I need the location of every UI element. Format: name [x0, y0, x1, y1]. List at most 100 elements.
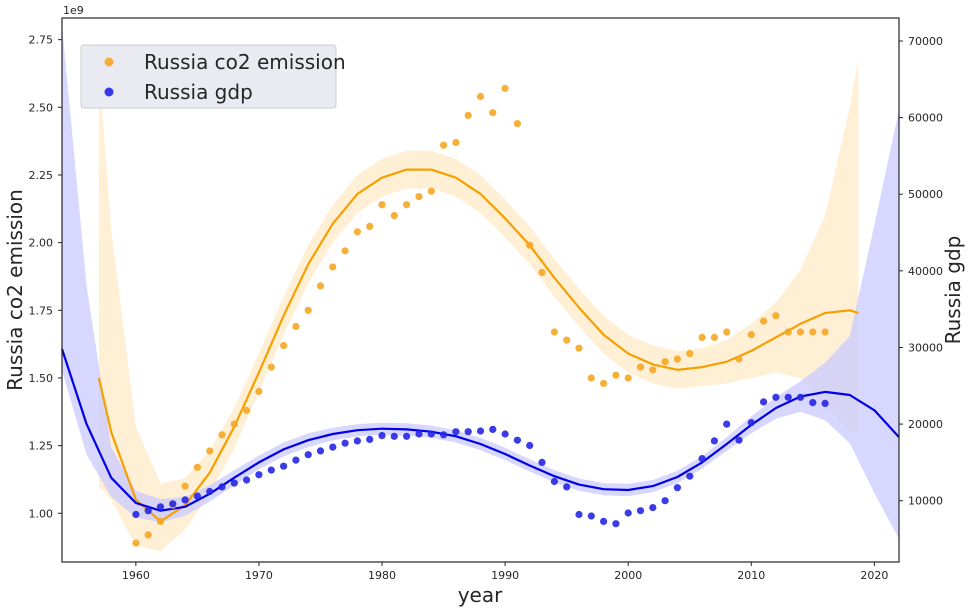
point-co2-1975 [316, 282, 325, 290]
point-co2-1995 [563, 336, 571, 344]
y-left-tick-label-1.50: 1.50 [29, 372, 54, 385]
x-tick-label-1980: 1980 [368, 569, 396, 582]
point-gdp-1995 [563, 483, 571, 491]
point-co2-1964 [181, 482, 189, 490]
y-right-tick-label-30000: 30000 [908, 341, 943, 354]
y-right-tick-label-40000: 40000 [908, 265, 943, 278]
point-co2-2003 [661, 358, 669, 366]
point-co2-1986 [452, 138, 460, 147]
point-gdp-1985 [440, 431, 448, 439]
point-gdp-1967 [218, 483, 226, 491]
point-gdp-1996 [575, 510, 583, 519]
point-gdp-2004 [673, 484, 682, 492]
y-left-tick-label-2.50: 2.50 [29, 101, 54, 114]
legend: Russia co2 emission Russia gdp [80, 44, 346, 109]
point-gdp-1988 [476, 427, 485, 435]
point-co2-2014 [796, 328, 805, 336]
legend-label-gdp: Russia gdp [144, 80, 253, 104]
point-gdp-1978 [353, 437, 361, 445]
point-gdp-1991 [513, 436, 522, 444]
point-co2-1993 [538, 268, 546, 276]
point-co2-2008 [723, 328, 731, 336]
point-gdp-2016 [821, 399, 829, 407]
point-gdp-1993 [538, 458, 546, 466]
point-co2-2004 [673, 355, 682, 363]
point-co2-2012 [772, 312, 780, 320]
point-co2-2009 [735, 355, 743, 363]
point-gdp-2010 [747, 419, 755, 427]
point-gdp-1981 [390, 432, 398, 440]
point-co2-1971 [267, 363, 275, 371]
y-right-axis-title: Russia gdp [941, 236, 965, 345]
point-co2-2013 [784, 328, 792, 336]
point-co2-1983 [415, 193, 423, 201]
point-gdp-2007 [710, 437, 719, 445]
point-gdp-1968 [230, 479, 238, 487]
y-left-tick-label-1.25: 1.25 [29, 440, 54, 453]
point-co2-1972 [280, 341, 288, 350]
point-co2-1973 [292, 322, 300, 331]
point-co2-1989 [489, 109, 497, 117]
x-tick-label-1960: 1960 [122, 569, 150, 582]
point-gdp-1960 [132, 510, 140, 519]
point-co2-2015 [809, 328, 817, 336]
y-right-tick-label-50000: 50000 [908, 188, 943, 201]
point-gdp-1962 [156, 503, 165, 511]
scatter-points [132, 84, 829, 547]
point-gdp-1975 [316, 447, 325, 455]
point-co2-1967 [218, 431, 226, 439]
point-gdp-1963 [169, 500, 177, 508]
point-gdp-1976 [329, 443, 337, 451]
point-gdp-1965 [193, 492, 201, 500]
y-left-tick-label-1.00: 1.00 [29, 507, 54, 520]
point-co2-1984 [427, 187, 435, 195]
point-co2-1965 [193, 463, 201, 471]
point-gdp-1971 [267, 466, 275, 474]
point-gdp-2003 [661, 497, 669, 505]
point-gdp-1977 [341, 439, 349, 447]
legend-box [80, 44, 337, 109]
point-gdp-1974 [304, 451, 312, 459]
point-co2-1974 [304, 306, 312, 314]
point-co2-2002 [649, 366, 657, 374]
fit-line-co2 [97, 168, 859, 523]
point-co2-2011 [760, 317, 768, 325]
point-co2-1981 [390, 212, 398, 220]
point-gdp-2009 [735, 436, 743, 444]
point-co2-1961 [144, 531, 152, 539]
point-co2-2007 [710, 333, 719, 341]
point-gdp-2015 [809, 399, 817, 407]
point-co2-1977 [341, 247, 349, 255]
legend-marker-co2 [104, 57, 114, 67]
point-gdp-1969 [243, 476, 251, 484]
point-gdp-1984 [427, 430, 435, 438]
point-co2-1994 [550, 328, 559, 336]
point-co2-1988 [476, 92, 485, 101]
y-right-tick-label-20000: 20000 [908, 418, 943, 431]
point-co2-1960 [132, 539, 140, 547]
point-co2-2006 [698, 333, 706, 341]
point-co2-2010 [747, 331, 755, 339]
x-tick-label-1970: 1970 [245, 569, 273, 582]
y-left-tick-label-2.25: 2.25 [29, 169, 54, 182]
y-left-tick-label-2.00: 2.00 [29, 237, 54, 250]
x-axis-ticks: 1960 1970 1980 1990 2000 2010 2020 [122, 562, 888, 582]
point-co2-1978 [353, 228, 361, 236]
fit-lines [60, 168, 900, 523]
legend-marker-gdp [104, 87, 114, 97]
left-axis-offset-label: 1e9 [63, 4, 84, 17]
point-co2-2016 [821, 328, 829, 336]
point-gdp-1987 [464, 428, 472, 436]
point-co2-1962 [156, 517, 165, 526]
point-co2-1979 [366, 222, 374, 230]
point-co2-1991 [513, 120, 522, 128]
point-gdp-1994 [550, 477, 559, 486]
y-left-axis-ticks: 1.00 1.25 1.50 1.75 2.00 2.25 2.50 2.75 [29, 34, 62, 520]
point-co2-2000 [624, 374, 632, 382]
point-gdp-1972 [280, 462, 288, 470]
point-gdp-1997 [587, 512, 595, 520]
point-co2-1985 [440, 141, 448, 149]
point-co2-2005 [686, 350, 694, 358]
point-co2-1999 [612, 371, 620, 379]
point-gdp-2014 [796, 393, 805, 401]
